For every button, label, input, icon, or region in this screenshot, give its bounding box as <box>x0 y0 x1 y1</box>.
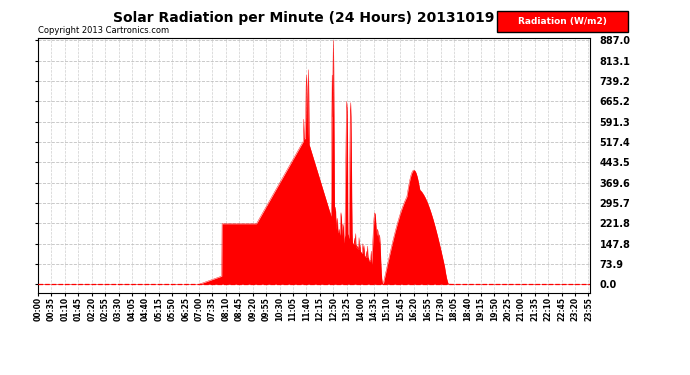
Text: Solar Radiation per Minute (24 Hours) 20131019: Solar Radiation per Minute (24 Hours) 20… <box>113 11 494 25</box>
Text: Radiation (W/m2): Radiation (W/m2) <box>518 17 607 26</box>
Text: Copyright 2013 Cartronics.com: Copyright 2013 Cartronics.com <box>38 26 169 35</box>
